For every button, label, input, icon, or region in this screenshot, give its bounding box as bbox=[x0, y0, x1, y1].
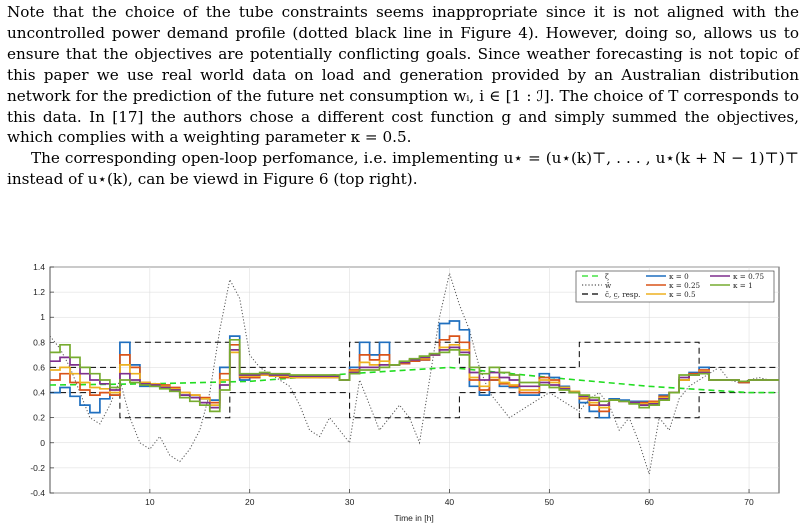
y-tick-label: 1.4 bbox=[33, 262, 45, 272]
line-chart: -0.4 -0.2 0 0.2 0.4 0.6 0.8 1 1.2 1.4 10 20 30 40 50 60… bbox=[30, 262, 780, 523]
y-tick-label: 0.6 bbox=[33, 362, 45, 372]
y-tick-label: -0.4 bbox=[30, 488, 45, 498]
legend-entry: ŵ bbox=[605, 281, 612, 290]
tube-bound-upper bbox=[50, 341, 779, 368]
y-tick-label: 0.8 bbox=[33, 337, 45, 347]
x-tick-label: 30 bbox=[345, 497, 355, 507]
legend-entry: c̄, c̲, resp. bbox=[605, 290, 640, 299]
legend-entry: ζ̄ bbox=[605, 272, 609, 281]
y-tick-label: 0 bbox=[40, 438, 45, 448]
x-tick-label: 60 bbox=[644, 497, 654, 507]
x-tick-label: 20 bbox=[245, 497, 255, 507]
y-tick-label: 0.2 bbox=[33, 413, 45, 423]
x-axis-label: Time in [h] bbox=[394, 513, 433, 523]
x-tick-label: 50 bbox=[545, 497, 555, 507]
legend-box bbox=[575, 270, 775, 303]
body-text: Note that the choice of the tube constra… bbox=[7, 2, 799, 190]
paragraph-open-loop: The corresponding open-loop perfomance, … bbox=[7, 149, 799, 189]
figure-power-profile: -0.4 -0.2 0 0.2 0.4 0.6 0.8 1 1.2 1.4 10 20 30 40 50 60… bbox=[0, 255, 810, 526]
x-tick-label: 10 bbox=[145, 497, 155, 507]
legend-entry: κ = 0 bbox=[669, 272, 689, 281]
x-tick-label: 70 bbox=[744, 497, 754, 507]
series-line-series bbox=[49, 366, 779, 394]
legend-entry: κ = 0.75 bbox=[733, 272, 765, 281]
series-line-0-25 bbox=[50, 335, 779, 413]
y-tick-label: 1.2 bbox=[33, 287, 45, 297]
series-line-1 bbox=[50, 338, 779, 413]
paragraph-tube-constraints: Note that the choice of the tube constra… bbox=[7, 3, 799, 147]
legend-entry: κ = 0.25 bbox=[669, 281, 701, 290]
series-line-w bbox=[49, 271, 770, 475]
legend-entry: κ = 0.5 bbox=[669, 290, 696, 299]
y-tick-label: 0.4 bbox=[33, 388, 45, 398]
legend-entry: κ = 1 bbox=[733, 281, 753, 290]
x-tick-label: 40 bbox=[445, 497, 455, 507]
y-tick-label: -0.2 bbox=[30, 463, 45, 473]
plot-area bbox=[49, 266, 780, 494]
y-tick-label: 1 bbox=[40, 312, 45, 322]
tube-bound-lower bbox=[50, 392, 779, 419]
